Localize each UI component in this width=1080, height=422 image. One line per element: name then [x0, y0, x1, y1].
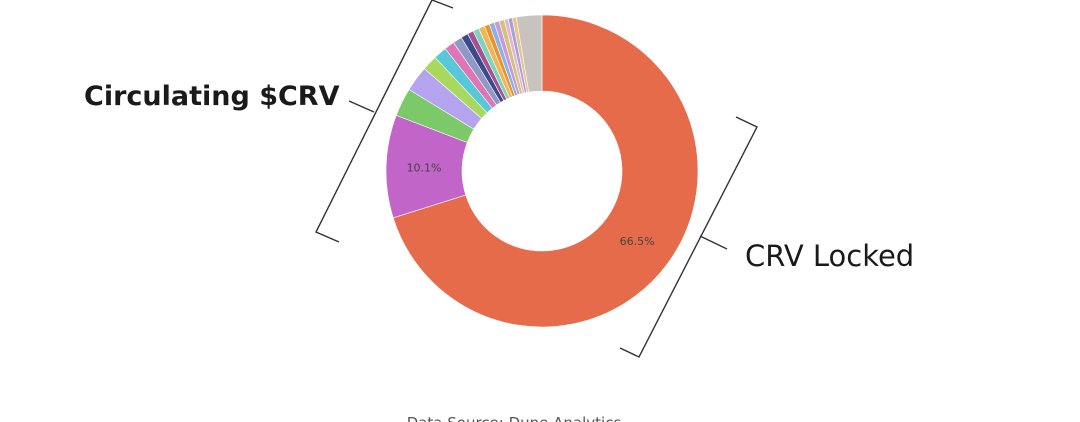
locked-bracket-tick [699, 235, 728, 250]
circulating-bracket-tick [348, 100, 375, 113]
circulating-bracket [315, 0, 454, 243]
circulating-label: Circulating $CRV [84, 81, 340, 112]
slice-labels: 66.5% 10.1% [407, 161, 655, 247]
slice-label-2: 10.1% [407, 161, 442, 174]
donut-slices [385, 14, 699, 328]
donut-slice-20 [515, 14, 543, 93]
locked-bracket [619, 116, 758, 358]
data-source-note: Data Source: Dune Analytics [407, 414, 622, 422]
locked-label: CRV Locked [745, 239, 914, 273]
slice-label-1: 66.5% [620, 235, 655, 248]
donut-slice-1 [392, 14, 699, 328]
